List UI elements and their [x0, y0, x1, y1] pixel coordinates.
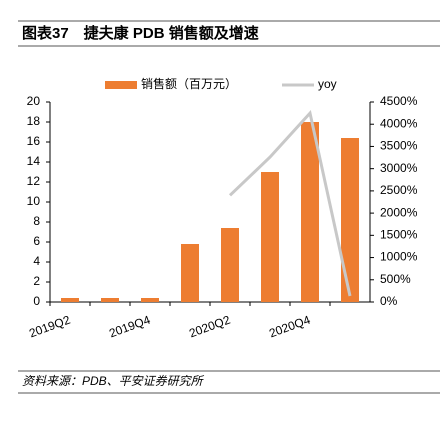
bar — [61, 298, 79, 302]
y2-tick-label: 1500% — [380, 228, 418, 242]
y2-tick-label: 0% — [380, 294, 398, 308]
x-tick-label: 2019Q4 — [107, 313, 152, 341]
y-tick-label: 4 — [33, 254, 40, 268]
y-tick-label: 6 — [33, 234, 40, 248]
y-tick-label: 14 — [27, 154, 41, 168]
y-tick-label: 8 — [33, 214, 40, 228]
y-tick-label: 16 — [27, 134, 41, 148]
bar — [261, 172, 279, 302]
y2-tick-label: 2000% — [380, 205, 418, 219]
legend-label: 销售额（百万元） — [141, 76, 237, 91]
x-tick-label: 2020Q4 — [267, 313, 312, 341]
y-tick-label: 20 — [27, 94, 41, 108]
line — [228, 109, 352, 297]
x-tick-label: 2019Q2 — [27, 313, 72, 341]
y2-tick-label: 4000% — [380, 116, 418, 130]
y2-tick-label: 500% — [380, 272, 411, 286]
bar — [181, 244, 199, 302]
bar — [341, 138, 359, 302]
y2-tick-label: 3000% — [380, 161, 418, 175]
bar — [101, 298, 119, 302]
x-tick-label: 2020Q2 — [187, 313, 232, 341]
y2-tick-label: 4500% — [380, 94, 418, 108]
y-tick-label: 10 — [27, 194, 41, 208]
legend-label: yoy — [318, 77, 337, 91]
source-note: 资料来源：PDB、平安证券研究所 — [22, 374, 205, 388]
bar — [221, 228, 239, 302]
bar — [301, 122, 319, 302]
y-tick-label: 0 — [33, 294, 40, 308]
y2-tick-label: 1000% — [380, 250, 418, 264]
y2-tick-label: 3500% — [380, 139, 418, 153]
y2-tick-label: 2500% — [380, 183, 418, 197]
bar — [141, 298, 159, 302]
y-tick-label: 2 — [33, 274, 40, 288]
chart-title: 图表37 捷夫康 PDB 销售额及增速 — [22, 24, 259, 42]
y-tick-label: 12 — [27, 174, 41, 188]
y-tick-label: 18 — [27, 114, 41, 128]
legend-swatch — [105, 81, 137, 89]
